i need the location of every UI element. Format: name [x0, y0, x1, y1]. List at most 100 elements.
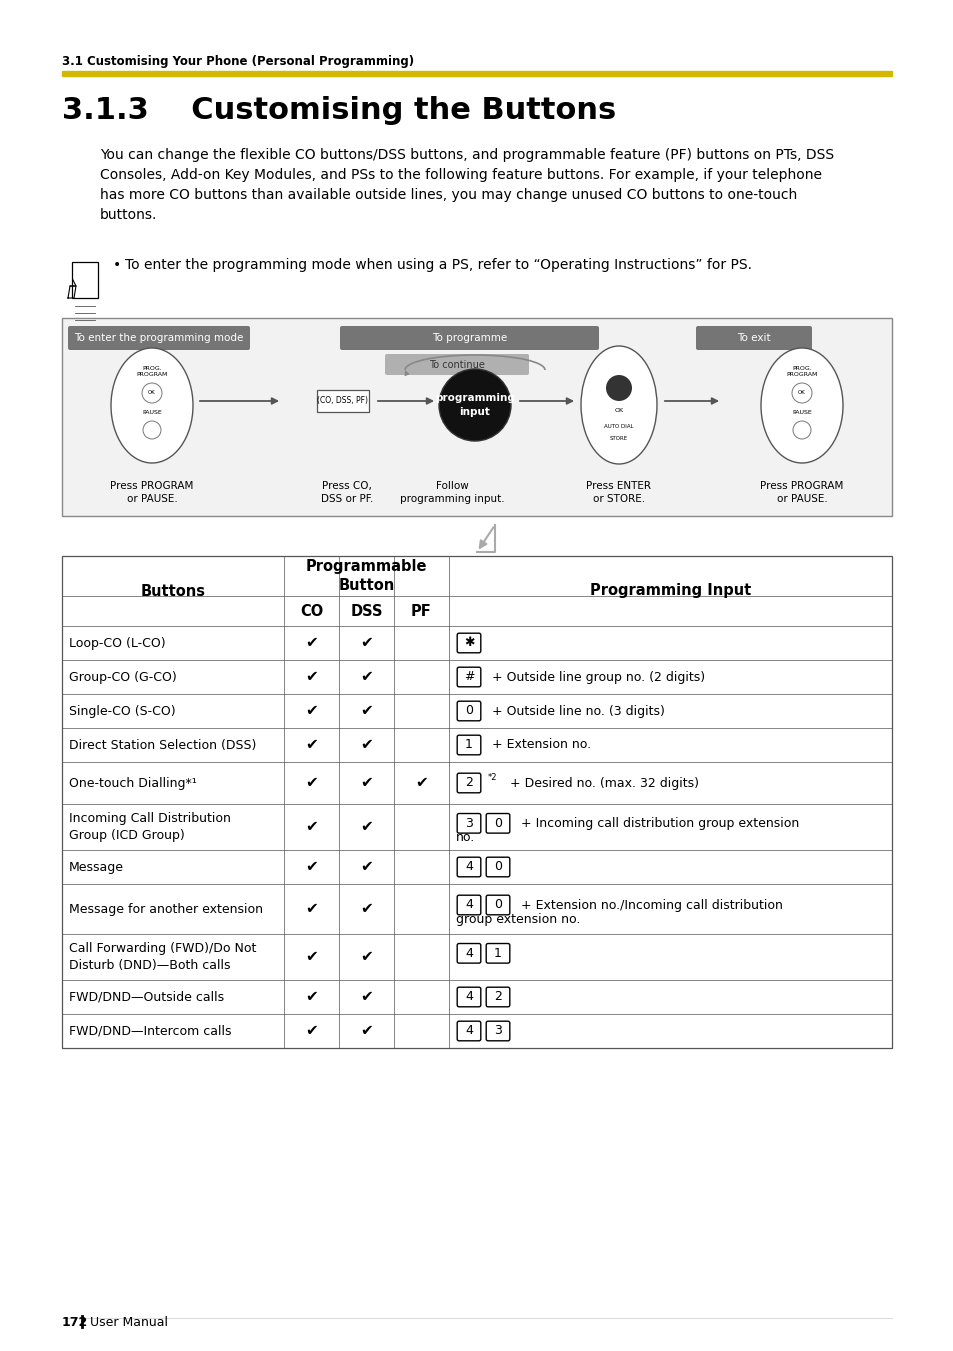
- Text: 3.1 Customising Your Phone (Personal Programming): 3.1 Customising Your Phone (Personal Pro…: [62, 55, 414, 68]
- Text: Incoming Call Distribution
Group (ICD Group): Incoming Call Distribution Group (ICD Gr…: [69, 812, 231, 842]
- Text: Message for another extension: Message for another extension: [69, 902, 263, 916]
- Text: You can change the flexible CO buttons/DSS buttons, and programmable feature (PF: You can change the flexible CO buttons/D…: [100, 149, 833, 222]
- Text: ✔: ✔: [359, 738, 373, 753]
- Text: OK: OK: [798, 390, 805, 396]
- Text: programming
input: programming input: [435, 393, 515, 416]
- Text: + Outside line no. (3 digits): + Outside line no. (3 digits): [488, 704, 664, 717]
- FancyBboxPatch shape: [486, 896, 509, 915]
- Text: ✔: ✔: [359, 859, 373, 874]
- FancyBboxPatch shape: [696, 326, 811, 350]
- FancyBboxPatch shape: [339, 326, 598, 350]
- Text: 3.1.3    Customising the Buttons: 3.1.3 Customising the Buttons: [62, 96, 616, 126]
- Text: 4: 4: [464, 990, 473, 1004]
- Text: *2: *2: [488, 774, 497, 782]
- FancyBboxPatch shape: [456, 773, 480, 793]
- Text: PROG.
PROGRAM: PROG. PROGRAM: [136, 366, 168, 377]
- FancyBboxPatch shape: [456, 857, 480, 877]
- Text: •: •: [112, 258, 121, 272]
- Circle shape: [143, 422, 161, 439]
- Text: ✔: ✔: [305, 775, 317, 790]
- Text: + Desired no. (max. 32 digits): + Desired no. (max. 32 digits): [501, 777, 699, 789]
- Text: PF: PF: [411, 604, 432, 619]
- Text: Loop-CO (L-CO): Loop-CO (L-CO): [69, 636, 166, 650]
- Text: Buttons: Buttons: [140, 584, 205, 598]
- Circle shape: [438, 369, 511, 440]
- Bar: [62, 72, 891, 76]
- FancyBboxPatch shape: [486, 1021, 509, 1040]
- FancyBboxPatch shape: [456, 813, 480, 834]
- Text: 4: 4: [464, 898, 473, 912]
- Text: 0: 0: [494, 861, 501, 874]
- Text: ✔: ✔: [359, 989, 373, 1005]
- FancyBboxPatch shape: [68, 326, 250, 350]
- Text: PAUSE: PAUSE: [791, 411, 811, 416]
- Text: ✔: ✔: [305, 859, 317, 874]
- Text: ✔: ✔: [359, 775, 373, 790]
- Text: ✔: ✔: [359, 950, 373, 965]
- Text: Press PROGRAM
or PAUSE.: Press PROGRAM or PAUSE.: [760, 481, 842, 504]
- Text: OK: OK: [614, 408, 623, 413]
- Circle shape: [791, 382, 811, 403]
- Text: 0: 0: [464, 704, 473, 717]
- Text: User Manual: User Manual: [90, 1316, 168, 1329]
- Text: + Incoming call distribution group extension: + Incoming call distribution group exten…: [517, 817, 799, 830]
- Text: no.: no.: [456, 831, 475, 843]
- Text: group extension no.: group extension no.: [456, 913, 579, 927]
- Text: PROG.
PROGRAM: PROG. PROGRAM: [785, 366, 817, 377]
- FancyBboxPatch shape: [456, 1021, 480, 1040]
- Text: Press ENTER
or STORE.: Press ENTER or STORE.: [586, 481, 651, 504]
- FancyBboxPatch shape: [456, 735, 480, 755]
- Text: ✔: ✔: [305, 901, 317, 916]
- Text: 1: 1: [494, 947, 501, 959]
- Text: Follow
programming input.: Follow programming input.: [399, 481, 504, 504]
- Text: ✔: ✔: [305, 989, 317, 1005]
- Text: ✔: ✔: [359, 901, 373, 916]
- FancyBboxPatch shape: [486, 813, 509, 834]
- Text: ✔: ✔: [359, 820, 373, 835]
- Text: 4: 4: [464, 861, 473, 874]
- Text: Single-CO (S-CO): Single-CO (S-CO): [69, 704, 175, 717]
- Text: Call Forwarding (FWD)/Do Not
Disturb (DND)—Both calls: Call Forwarding (FWD)/Do Not Disturb (DN…: [69, 942, 256, 971]
- Text: + Extension no./Incoming call distribution: + Extension no./Incoming call distributi…: [517, 898, 782, 912]
- Text: OK: OK: [148, 390, 155, 396]
- Text: 172: 172: [62, 1316, 89, 1329]
- Text: FWD/DND—Intercom calls: FWD/DND—Intercom calls: [69, 1024, 232, 1038]
- FancyBboxPatch shape: [456, 634, 480, 653]
- Text: ✔: ✔: [305, 635, 317, 650]
- Text: Direct Station Selection (DSS): Direct Station Selection (DSS): [69, 739, 256, 751]
- Text: Programming Input: Programming Input: [589, 584, 750, 598]
- Bar: [316, 390, 369, 412]
- Text: ✔: ✔: [359, 670, 373, 685]
- Text: CO: CO: [299, 604, 323, 619]
- FancyBboxPatch shape: [385, 354, 529, 376]
- Text: ✔: ✔: [305, 1024, 317, 1039]
- Text: 0: 0: [494, 898, 501, 912]
- Bar: [71, 262, 98, 299]
- Text: ✔: ✔: [359, 1024, 373, 1039]
- Text: ✔: ✔: [305, 670, 317, 685]
- Circle shape: [605, 376, 631, 401]
- Text: ✔: ✔: [415, 775, 428, 790]
- Text: ✔: ✔: [305, 950, 317, 965]
- Text: ✔: ✔: [305, 738, 317, 753]
- Text: 3: 3: [494, 1024, 501, 1038]
- Text: + Extension no.: + Extension no.: [488, 739, 591, 751]
- Text: Press PROGRAM
or PAUSE.: Press PROGRAM or PAUSE.: [111, 481, 193, 504]
- Text: #: #: [463, 670, 474, 684]
- Text: To continue: To continue: [429, 359, 484, 370]
- Text: ✔: ✔: [305, 820, 317, 835]
- Text: 2: 2: [494, 990, 501, 1004]
- Circle shape: [142, 382, 162, 403]
- Text: 1: 1: [464, 739, 473, 751]
- Text: To enter the programming mode: To enter the programming mode: [74, 332, 243, 343]
- Text: Programmable
Button: Programmable Button: [305, 559, 427, 593]
- Circle shape: [792, 422, 810, 439]
- Text: ✔: ✔: [305, 704, 317, 719]
- Text: 3: 3: [464, 817, 473, 830]
- FancyBboxPatch shape: [456, 943, 480, 963]
- Text: Press CO,
DSS or PF.: Press CO, DSS or PF.: [320, 481, 373, 504]
- Text: 2: 2: [464, 777, 473, 789]
- Text: To exit: To exit: [737, 332, 770, 343]
- Text: 4: 4: [464, 1024, 473, 1038]
- Text: ✱: ✱: [463, 636, 474, 650]
